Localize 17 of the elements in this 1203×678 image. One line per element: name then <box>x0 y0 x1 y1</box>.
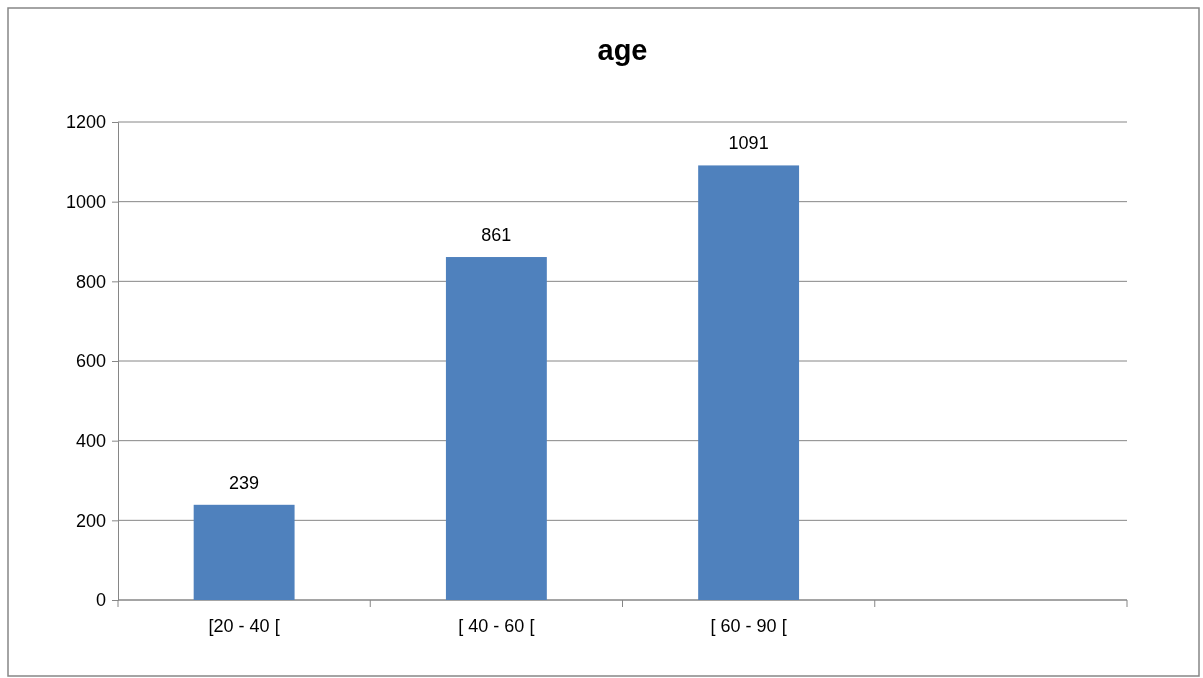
y-tick-label: 1200 <box>65 112 106 133</box>
y-tick-label: 400 <box>75 430 106 451</box>
x-tick-label: [ 40 - 60 [ <box>458 616 535 636</box>
data-label: 1091 <box>728 133 769 154</box>
y-tick-label: 1000 <box>65 191 106 212</box>
data-label: 861 <box>481 225 512 246</box>
y-tick-label: 800 <box>75 271 106 292</box>
chart-title: age <box>597 34 648 66</box>
y-tick-label: 600 <box>75 351 106 372</box>
data-label: 239 <box>229 472 260 493</box>
bar <box>445 257 547 600</box>
y-tick-label: 0 <box>95 590 106 611</box>
x-tick-label: [20 - 40 [ <box>208 616 280 636</box>
y-tick-label: 200 <box>75 510 106 531</box>
bar <box>193 504 295 600</box>
bar <box>698 165 800 600</box>
x-tick-label: [ 60 - 90 [ <box>710 616 787 636</box>
